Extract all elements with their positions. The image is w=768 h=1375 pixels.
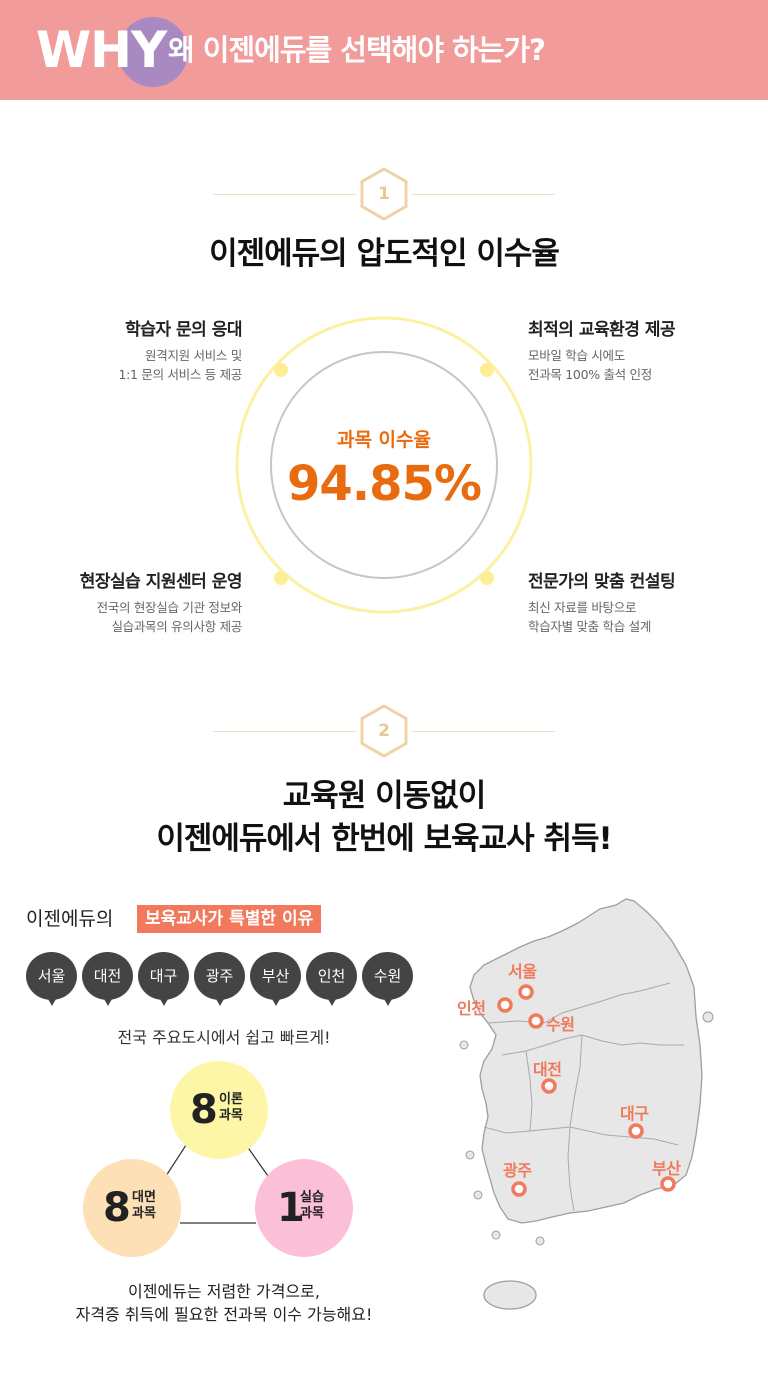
section1-number: 1 — [378, 184, 390, 204]
why-accent-circle — [118, 17, 188, 87]
footer-text-line1: 이젠에듀는 저렴한 가격으로, — [128, 1282, 320, 1301]
city-bubble-gwangju: 광주 — [194, 952, 245, 1006]
completion-rate-diagram — [235, 316, 533, 614]
map-label-gwangju: 광주 — [503, 1161, 532, 1180]
feature-title: 전문가의 맞춤 컨설팅 — [528, 572, 676, 592]
city-bubble-daejeon: 대전 — [82, 952, 133, 1006]
theory-courses-count: 8 — [190, 1087, 218, 1133]
map-label-suwon: 수원 — [546, 1015, 575, 1034]
dot-icon — [480, 571, 494, 585]
why-label: WHY — [36, 21, 167, 79]
dot-icon — [274, 363, 288, 377]
section1-line-right — [412, 194, 555, 195]
city-bubble-daegu: 대구 — [138, 952, 189, 1006]
korea-map — [459, 898, 714, 1310]
city-bubble-busan: 부산 — [250, 952, 301, 1006]
in-person-courses-label: 대면 과목 — [132, 1190, 156, 1221]
section2-title-line2: 이젠에듀에서 한번에 보육교사 취득! — [156, 821, 612, 857]
in-person-courses-circle: 8 대면 과목 — [83, 1159, 181, 1257]
dot-icon — [480, 363, 494, 377]
map-marker-icon — [497, 984, 676, 1197]
map-label-incheon: 인천 — [457, 999, 486, 1018]
completion-rate-label: 과목 이수율 — [336, 429, 431, 451]
dot-icon — [274, 571, 288, 585]
feature-title: 최적의 교육환경 제공 — [528, 320, 676, 340]
city-bubble-seoul: 서울 — [26, 952, 77, 1006]
feature-environment: 최적의 교육환경 제공 모바일 학습 시에도 전과목 100% 출석 인정 — [528, 318, 768, 384]
hexagon-badge-icon — [360, 704, 408, 758]
practicum-courses-circle: 1 실습 과목 — [255, 1159, 353, 1257]
section2-line-left — [213, 731, 356, 732]
feature-desc: 최신 자료를 바탕으로 학습자별 맞춤 학습 설계 — [528, 600, 652, 634]
city-bubble-incheon: 인천 — [306, 952, 357, 1006]
map-label-busan: 부산 — [652, 1159, 681, 1178]
map-label-seoul: 서울 — [508, 962, 537, 981]
practicum-courses-label: 실습 과목 — [300, 1190, 324, 1221]
feature-title: 현장실습 지원센터 운영 — [79, 572, 243, 592]
completion-rate-value: 94.85% — [287, 456, 482, 512]
header-title: 왜 이젠에듀를 선택해야 하는가? — [168, 33, 546, 67]
header-banner: WHY 왜 이젠에듀를 선택해야 하는가? — [0, 0, 768, 100]
feature-desc: 전국의 현장실습 기관 정보와 실습과목의 유의사항 제공 — [96, 600, 243, 634]
map-label-daegu: 대구 — [620, 1104, 649, 1123]
nationwide-text: 전국 주요도시에서 쉽고 빠르게! — [117, 1028, 331, 1047]
theory-courses-circle: 8 이론 과목 — [170, 1061, 268, 1159]
feature-desc: 모바일 학습 시에도 전과목 100% 출석 인정 — [528, 348, 652, 382]
section2-title-line1: 교육원 이동없이 — [282, 778, 486, 814]
section2-line-right — [412, 731, 555, 732]
feature-consulting: 전문가의 맞춤 컨설팅 최신 자료를 바탕으로 학습자별 맞춤 학습 설계 — [528, 570, 768, 636]
practicum-courses-count: 1 — [277, 1185, 305, 1231]
hexagon-badge-icon — [360, 167, 408, 221]
feature-inquiry: 학습자 문의 응대 원격지원 서비스 및 1:1 문의 서비스 등 제공 — [2, 318, 242, 384]
city-bubble-suwon: 수원 — [362, 952, 413, 1006]
in-person-courses-count: 8 — [103, 1185, 131, 1231]
feature-desc: 원격지원 서비스 및 1:1 문의 서비스 등 제공 — [118, 348, 242, 382]
feature-practicum-center: 현장실습 지원센터 운영 전국의 현장실습 기관 정보와 실습과목의 유의사항 제… — [2, 570, 243, 636]
footer-text-line2: 자격증 취득에 필요한 전과목 이수 가능해요! — [75, 1305, 373, 1324]
feature-title: 학습자 문의 응대 — [125, 320, 242, 340]
section2-number: 2 — [378, 721, 390, 741]
section1-title: 이젠에듀의 압도적인 이수율 — [209, 236, 560, 272]
section1-line-left — [213, 194, 356, 195]
reason-tag: 보육교사가 특별한 이유 — [137, 905, 322, 933]
map-label-daejeon: 대전 — [533, 1060, 562, 1079]
reason-prefix: 이젠에듀의 — [26, 908, 114, 930]
theory-courses-label: 이론 과목 — [219, 1092, 243, 1123]
